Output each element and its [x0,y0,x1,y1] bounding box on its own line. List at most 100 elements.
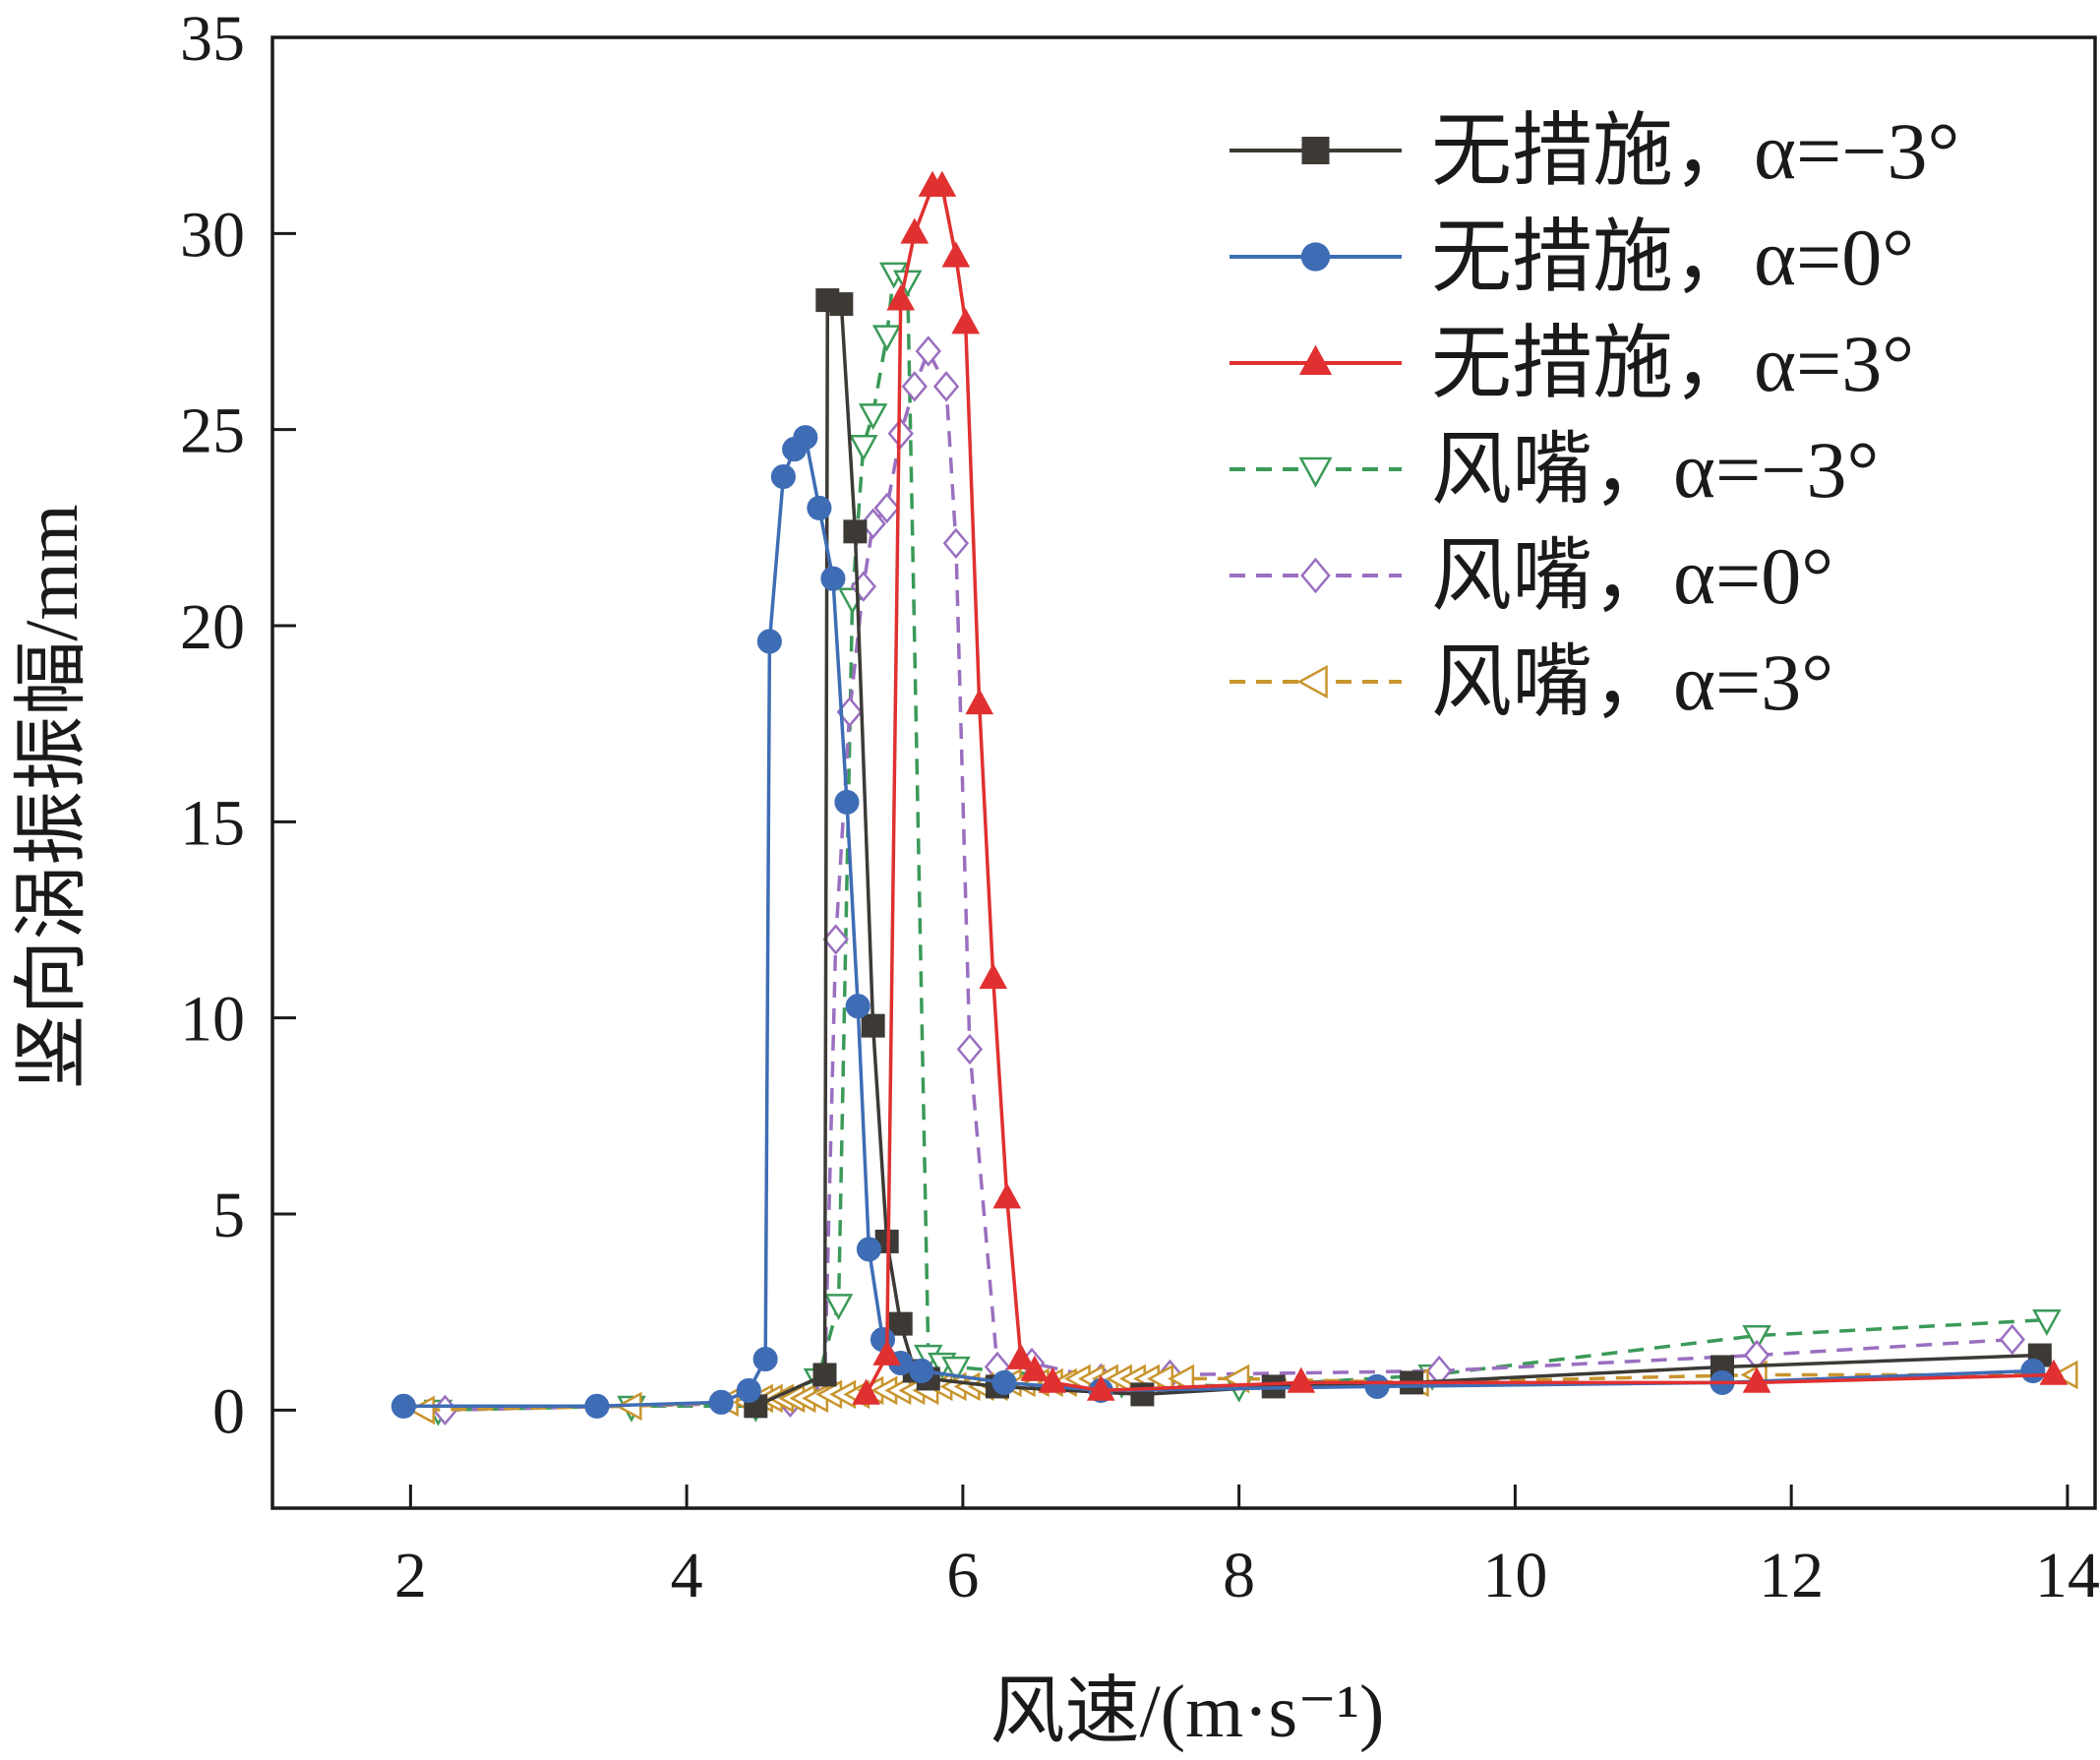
data-point [886,284,916,311]
legend-label: 风嘴，α=0° [1431,531,1833,621]
legend-label: 无措施，α=0° [1431,212,1914,302]
data-point [390,1393,416,1419]
legend-item: 无措施，α=−3° [1230,106,1959,196]
legend-item: 风嘴，α=0° [1230,531,1833,621]
legend-marker [1300,242,1331,272]
x-tick-label: 12 [1759,1540,1824,1611]
data-point [770,463,796,490]
series-3 [852,170,2069,1405]
data-point [736,1377,761,1403]
legend-marker [1300,557,1331,594]
data-point [1038,1366,1067,1393]
data-point [2020,1358,2046,1384]
data-point [900,217,930,244]
data-point [858,403,888,431]
data-point [941,1356,971,1383]
data-point [871,325,902,352]
data-point [951,308,981,334]
data-point [843,519,868,544]
data-point [408,1395,436,1426]
x-axis-label: 风速/(m·s⁻¹) [990,1670,1385,1753]
data-point [915,335,941,367]
x-tick-label: 14 [2035,1540,2100,1611]
x-tick-label: 2 [394,1540,427,1611]
legend-label: 无措施，α=−3° [1431,106,1959,196]
data-point [888,1311,913,1336]
data-point [852,1378,880,1405]
x-tick-label: 10 [1482,1540,1547,1611]
data-point [1168,1364,1195,1394]
y-tick-label: 30 [180,199,245,271]
data-point [992,1183,1022,1209]
data-point [1130,1382,1155,1407]
legend: 无措施，α=−3° 无措施，α=0° 无措施，α=3° 风嘴，α=−3° 风嘴，α=0°… [1230,106,1959,727]
y-tick-label: 15 [180,787,245,859]
data-point [941,241,971,268]
data-point [1287,1366,1316,1393]
y-tick-label: 0 [212,1375,245,1447]
data-point [752,1346,778,1372]
y-tick-label: 10 [180,984,245,1056]
data-point [845,994,870,1019]
data-point [942,527,970,559]
axis-ticks: 2 4 6 8 10 12 14 0 5 10 15 20 25 30 35 [180,3,2100,1611]
data-point [965,688,994,715]
legend-item: 风嘴，α=3° [1230,637,1833,727]
data-point [823,1294,854,1321]
data-point [932,371,960,402]
data-point [849,435,878,461]
legend-marker [1298,456,1333,488]
data-point [1742,1366,1771,1393]
data-point [822,924,849,955]
series-1 [744,288,2052,1419]
x-tick-label: 8 [1223,1540,1255,1611]
data-point [584,1393,610,1419]
data-point [909,1358,934,1384]
data-point [812,1363,837,1387]
y-tick-label: 20 [180,591,245,663]
x-tick-label: 6 [946,1540,979,1611]
plot-frame [270,35,2097,1510]
legend-item: 无措施，α=3° [1230,319,1914,408]
data-point [834,789,860,815]
data-point [928,170,957,197]
series-line [865,184,2054,1396]
data-point [1006,1343,1036,1369]
data-point [956,1033,984,1065]
data-point [1086,1374,1115,1401]
data-point [861,1013,885,1038]
legend-marker [1298,344,1333,376]
data-point [856,1237,881,1262]
data-point [2032,1309,2062,1336]
legend-item: 无措施，α=0° [1230,212,1914,302]
y-tick-label: 5 [212,1180,245,1251]
data-point [1364,1373,1390,1399]
y-tick-label: 25 [180,395,245,467]
data-point [991,1369,1017,1395]
legend-label: 无措施，α=3° [1431,319,1914,408]
data-point [793,425,818,451]
data-point [1742,1324,1771,1352]
data-point [873,492,900,524]
data-point [708,1389,734,1415]
x-tick-label: 4 [671,1540,703,1611]
plot-area: 2 4 6 8 10 12 14 0 5 10 15 20 25 30 35 [180,3,2100,1611]
y-tick-label: 35 [180,3,245,75]
legend-marker [1296,664,1328,699]
data-point [2039,1359,2069,1385]
y-axis-label: 竖向涡振振幅/mm [11,504,93,1089]
data-point [1999,1323,2025,1356]
legend-item: 风嘴，α=−3° [1230,425,1879,515]
series-layer [390,170,2078,1426]
data-point [820,566,846,591]
data-point [872,1339,902,1366]
data-point [860,508,886,540]
data-point [887,417,914,450]
data-point [901,371,928,402]
legend-label: 风嘴，α=3° [1431,637,1833,727]
data-point [1020,1355,1050,1381]
data-point [979,962,1008,990]
data-point [807,495,832,520]
data-point [829,292,854,317]
